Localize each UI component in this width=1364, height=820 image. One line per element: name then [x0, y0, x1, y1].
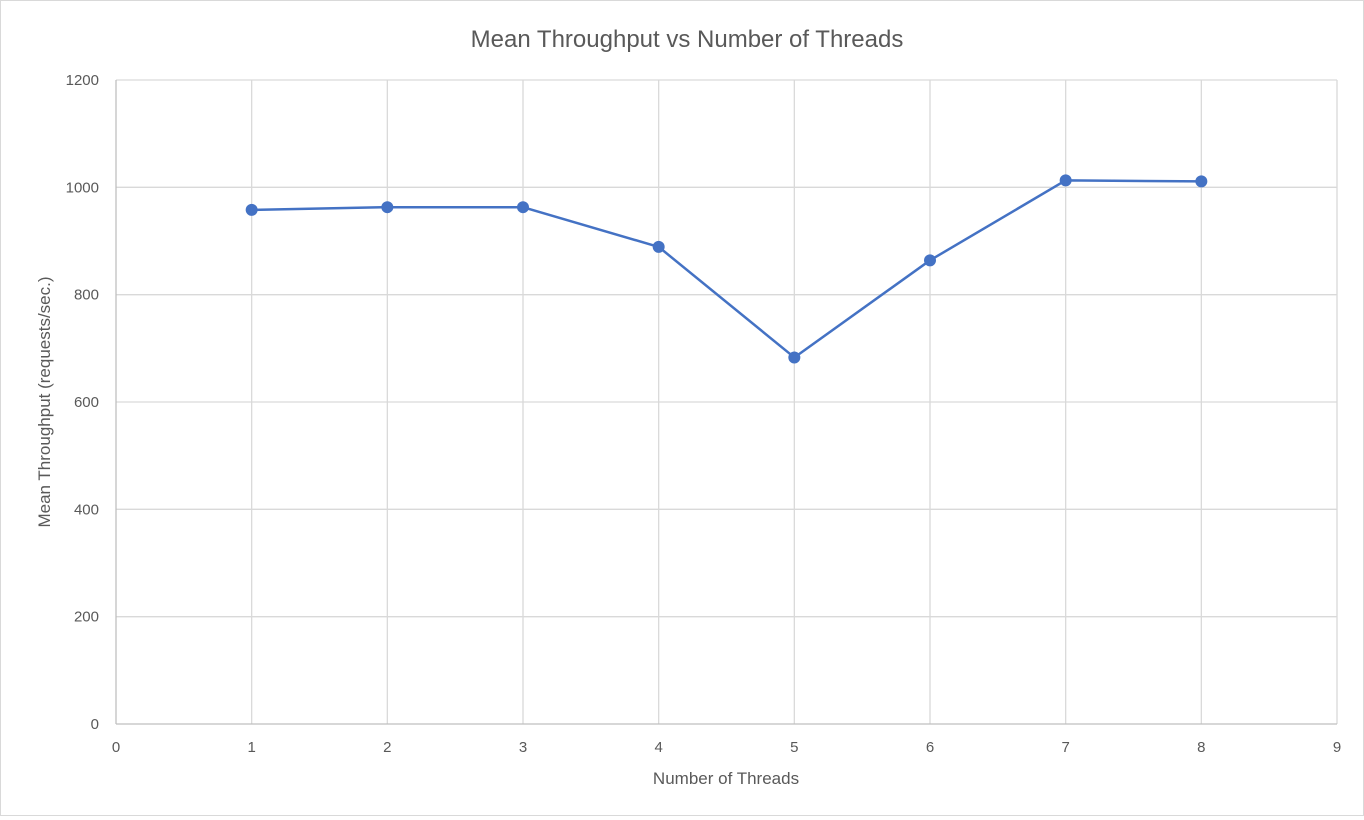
x-tick-label: 3	[519, 739, 527, 756]
x-tick-label: 6	[926, 739, 934, 756]
grid-layer	[115, 79, 1338, 725]
series-line	[251, 179, 1202, 359]
data-point	[788, 351, 801, 364]
data-point	[1059, 174, 1072, 187]
x-tick-label: 9	[1333, 739, 1341, 756]
y-tick-label: 600	[74, 394, 99, 411]
data-point	[652, 240, 665, 253]
y-tick-label: 1200	[66, 72, 99, 89]
y-tick-label: 800	[74, 287, 99, 304]
tick-layer: 0 200 400 600 800 1000 1200 0 1 2 3 4 5 6 7 8 9	[66, 72, 1342, 756]
x-tick-label: 0	[112, 739, 120, 756]
y-tick-label: 200	[74, 609, 99, 626]
y-tick-label: 400	[74, 501, 99, 518]
x-tick-label: 2	[383, 739, 391, 756]
x-tick-label: 8	[1197, 739, 1205, 756]
chart-title: Mean Throughput vs Number of Threads	[471, 26, 904, 53]
y-axis-label: Mean Throughput (requests/sec.)	[35, 276, 54, 527]
data-point	[924, 254, 936, 267]
x-tick-label: 4	[654, 739, 662, 756]
data-point	[245, 203, 258, 216]
data-point	[381, 201, 394, 214]
x-axis-label: Number of Threads	[653, 769, 799, 788]
x-tick-label: 7	[1061, 739, 1069, 756]
x-tick-label: 1	[247, 739, 255, 756]
data-point	[517, 201, 529, 214]
series-layer	[245, 174, 1208, 364]
y-tick-label: 1000	[66, 179, 99, 196]
y-tick-label: 0	[91, 716, 99, 733]
data-point	[1195, 175, 1208, 188]
x-tick-label: 5	[790, 739, 798, 756]
